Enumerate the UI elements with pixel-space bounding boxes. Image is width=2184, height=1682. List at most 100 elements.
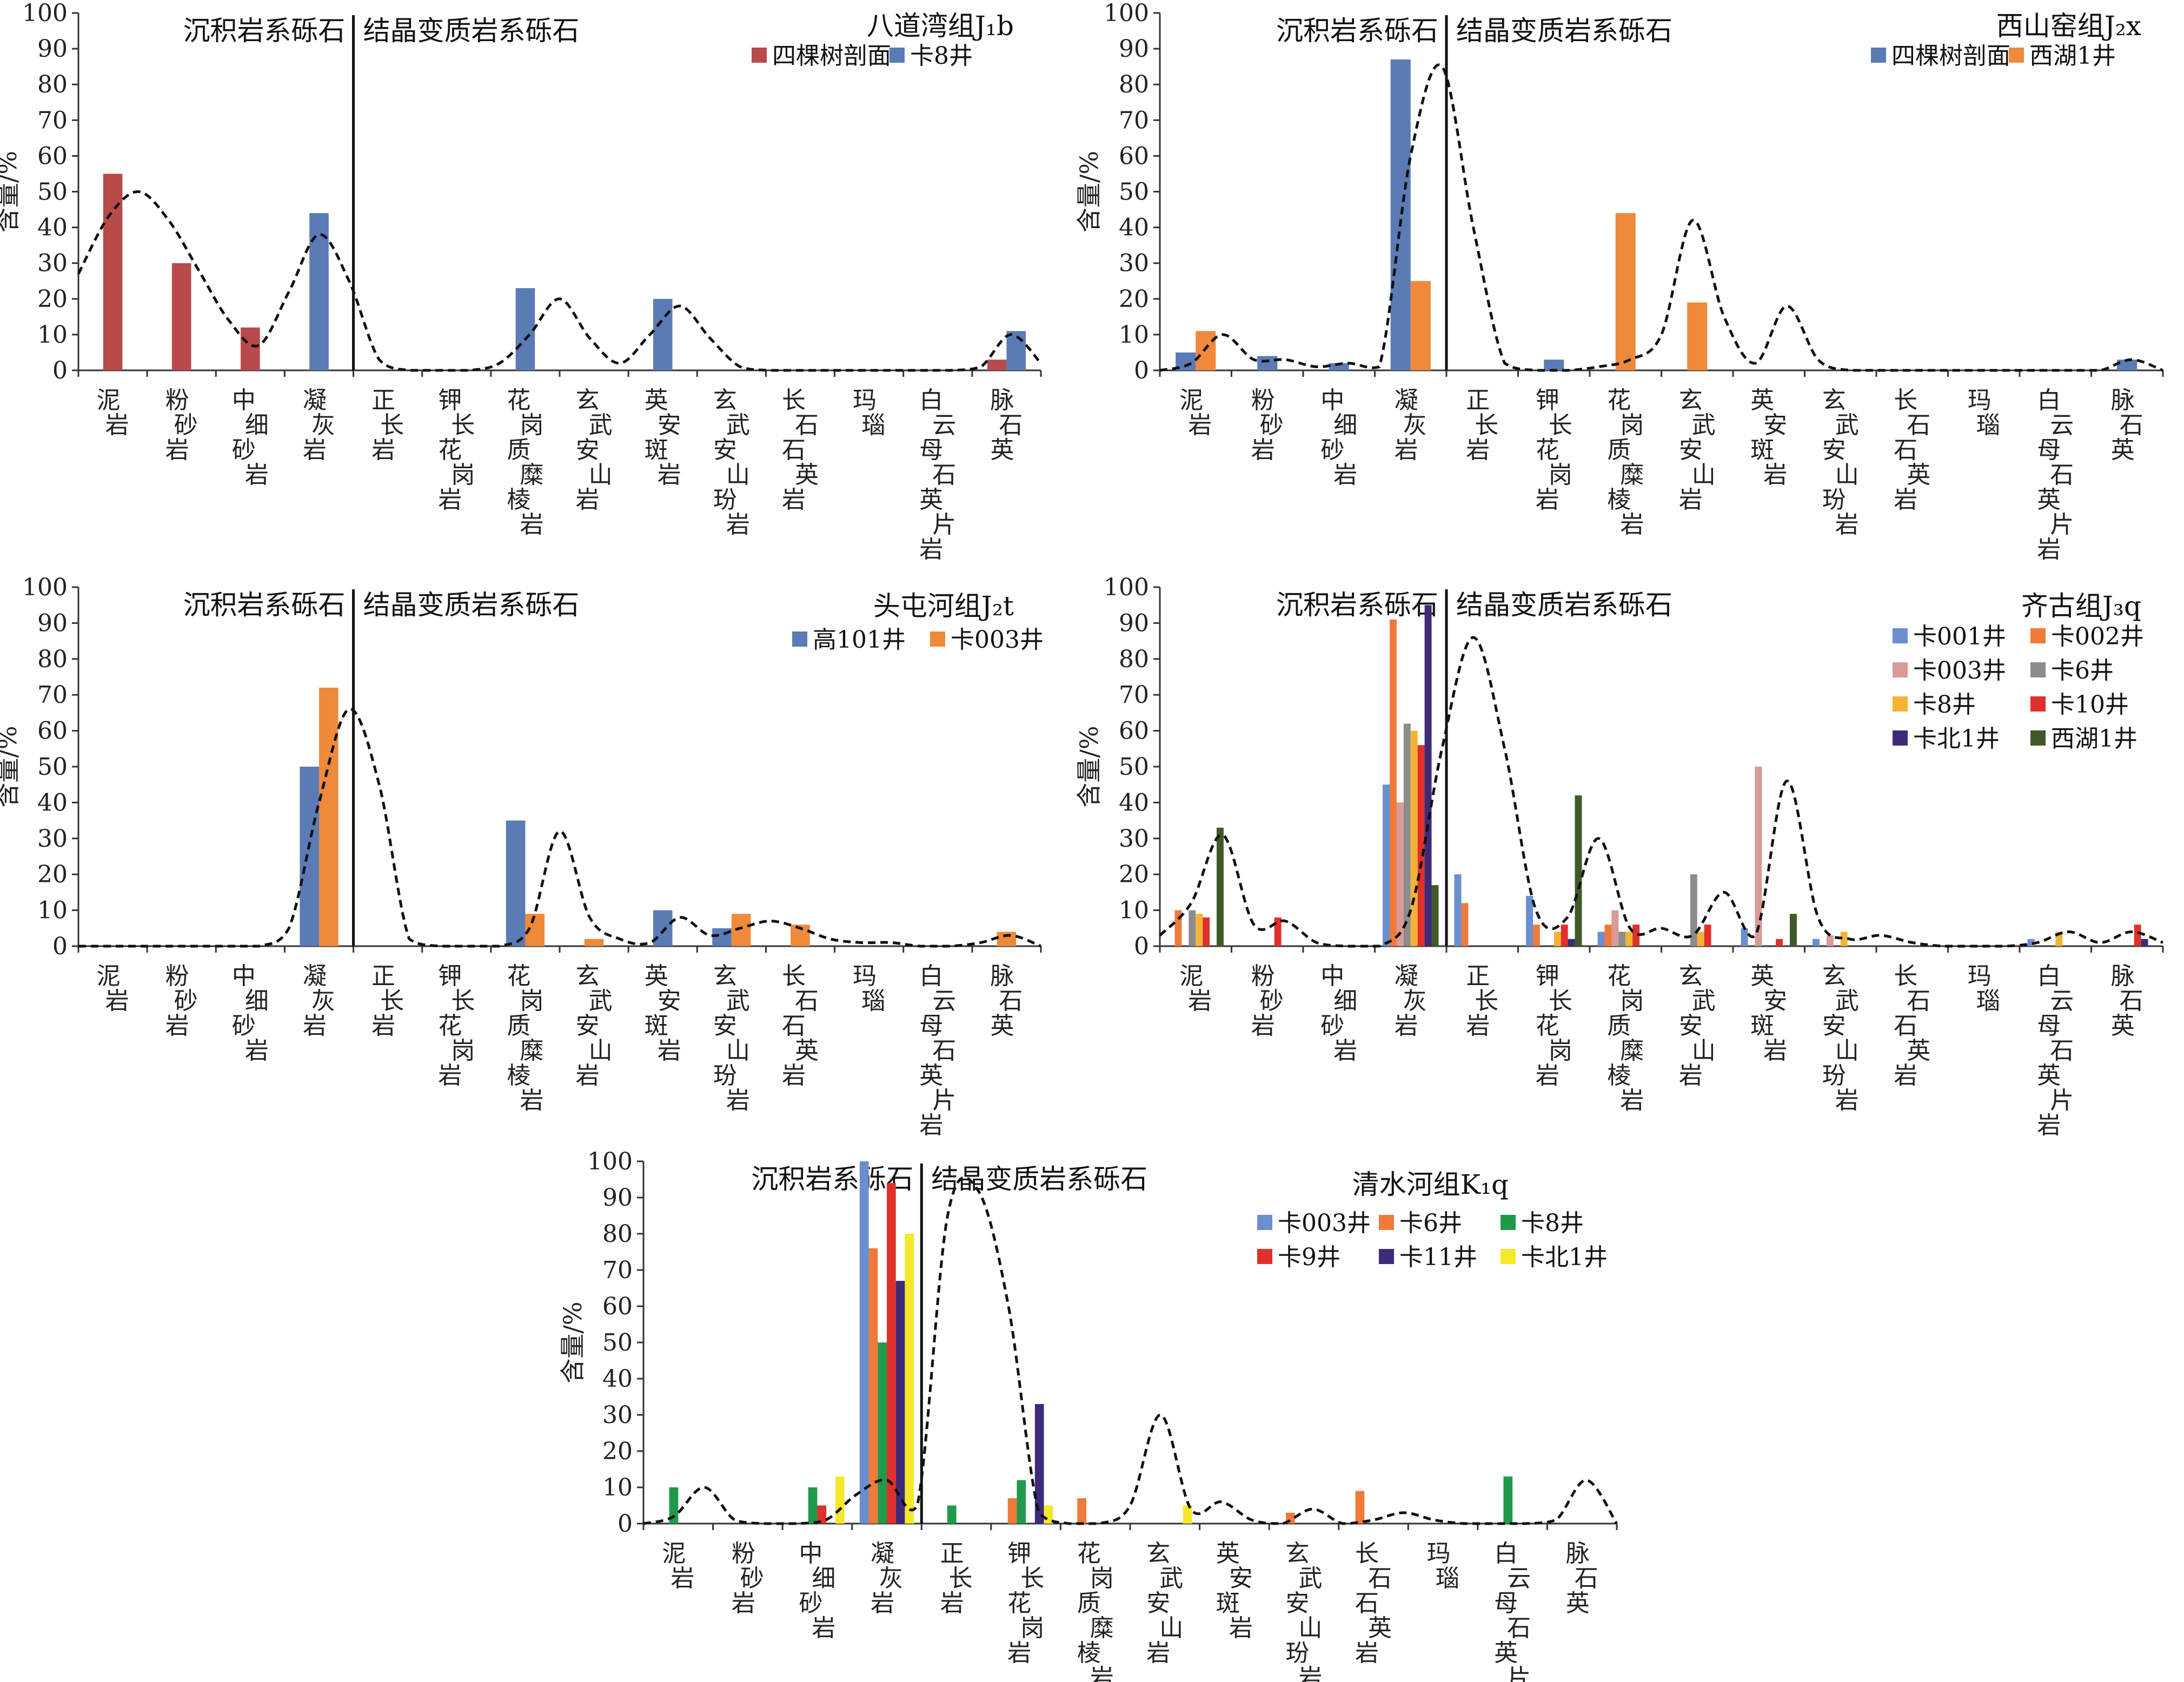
x-category-char: 细 xyxy=(1333,987,1357,1015)
trend-curve xyxy=(1159,63,2163,372)
x-category-char: 岩 xyxy=(1333,1037,1357,1065)
x-category-char: 岗 xyxy=(520,987,543,1015)
x-category-char: 岩 xyxy=(1679,486,1703,514)
x-category-char: 岩 xyxy=(2037,1112,2061,1139)
bar-badaowan-s1-c6 xyxy=(515,288,535,370)
x-category-char: 英 xyxy=(645,962,668,990)
x-category-char: 岩 xyxy=(303,1012,327,1040)
bar-qigu-s6-c5 xyxy=(1568,939,1575,946)
y-tick-label: 50 xyxy=(1119,178,1149,206)
trend-curve xyxy=(643,1176,1618,1525)
x-category-char: 片 xyxy=(932,1087,956,1114)
y-tick-label: 0 xyxy=(1134,933,1149,960)
y-tick-label: 100 xyxy=(1104,574,1149,601)
x-category-char: 砂 xyxy=(174,411,198,439)
legend-swatch xyxy=(1257,1215,1272,1230)
x-category-char: 玢 xyxy=(1285,1639,1309,1667)
x-category-label: 钾长花岗岩钾长花岗岩 xyxy=(438,387,475,514)
y-tick-label: 80 xyxy=(37,71,68,98)
x-category-char: 岩 xyxy=(671,1565,694,1592)
x-category-char: 岩 xyxy=(245,461,269,489)
x-category-label: 钾长花岗岩钾长花岗岩 xyxy=(1007,1540,1044,1667)
x-category-char: 武 xyxy=(589,411,613,439)
x-category-char: 玛 xyxy=(1968,387,1992,414)
x-category-label: 粉砂岩粉砂岩 xyxy=(165,387,198,464)
x-category-char: 粉 xyxy=(165,962,189,990)
x-category-char: 质 xyxy=(507,1012,530,1040)
bar-qingshuihe-s5-c7 xyxy=(1183,1505,1192,1524)
x-category-char: 粉 xyxy=(1251,387,1275,414)
x-category-char: 糜 xyxy=(1090,1614,1114,1642)
x-category-char: 武 xyxy=(1692,411,1716,439)
y-tick-label: 70 xyxy=(1119,107,1149,134)
x-category-char: 岩 xyxy=(371,436,395,464)
legend-label: 卡6井 xyxy=(2051,657,2114,684)
x-category-label: 白云母石英片岩白云母石英片岩 xyxy=(919,387,956,563)
y-tick-label: 0 xyxy=(1134,357,1149,384)
bar-qigu-s0-c9 xyxy=(1813,939,1820,946)
x-category-char: 岩 xyxy=(438,486,462,514)
x-category-label: 长石石英岩长石石英岩 xyxy=(782,387,819,514)
x-category-char: 岩 xyxy=(782,1062,806,1089)
bar-qigu-s1-c4 xyxy=(1461,903,1469,946)
legend-label: 卡003井 xyxy=(951,626,1044,654)
legend-swatch xyxy=(1893,628,1908,643)
y-tick-label: 90 xyxy=(37,35,68,63)
x-category-label: 长石石英岩长石石英岩 xyxy=(1355,1540,1392,1667)
x-category-char: 瑙 xyxy=(1976,411,2000,439)
x-category-label: 正长岩正长岩 xyxy=(371,962,404,1040)
chart-panel-toutunhe: 0 10 20 30 40 50 60 70 80 90 100 含量/% 沉积岩系砾石 结晶变质岩系砾石… xyxy=(0,574,1044,1139)
y-tick-label: 50 xyxy=(602,1329,633,1357)
x-category-char: 山 xyxy=(1835,461,1859,489)
x-category-char: 细 xyxy=(1333,411,1357,439)
x-category-char: 钾 xyxy=(1536,387,1559,414)
x-category-char: 玄 xyxy=(1679,387,1703,414)
x-category-label: 中细砂岩中细砂岩 xyxy=(799,1540,835,1642)
x-category-char: 岩 xyxy=(1536,486,1559,514)
legend-swatch xyxy=(792,631,807,647)
x-category-char: 岩 xyxy=(919,1112,943,1139)
chart-title: 西山窑组J₂x xyxy=(1996,10,2141,42)
legend-swatch xyxy=(1501,1249,1516,1264)
x-category-label: 脉石英脉石英 xyxy=(2111,962,2143,1040)
x-category-char: 凝 xyxy=(303,387,327,414)
x-category-char: 片 xyxy=(932,511,956,538)
x-category-label: 英安斑岩英安斑岩 xyxy=(645,962,681,1065)
x-category-char: 钾 xyxy=(1007,1540,1031,1567)
x-category-char: 灰 xyxy=(311,411,335,439)
y-tick-label: 20 xyxy=(1119,861,1149,888)
x-category-char: 糜 xyxy=(1620,461,1644,489)
x-category-char: 长 xyxy=(1475,987,1498,1015)
x-category-char: 长 xyxy=(1549,411,1572,439)
x-category-char: 安 xyxy=(1763,987,1787,1015)
region-label-sedimentary: 沉积岩系砾石 xyxy=(183,589,346,621)
legend-swatch xyxy=(1893,730,1908,746)
x-category-label: 脉石英脉石英 xyxy=(1566,1540,1598,1617)
x-category-char: 长 xyxy=(1475,411,1498,439)
x-category-char: 花 xyxy=(1607,387,1631,414)
x-category-char: 脉 xyxy=(990,387,1014,414)
x-category-char: 安 xyxy=(1285,1590,1309,1617)
x-category-char: 岗 xyxy=(1620,987,1644,1015)
bar-badaowan-s0-c13 xyxy=(987,360,1007,370)
region-label-sedimentary: 沉积岩系砾石 xyxy=(183,15,346,46)
x-category-char: 玢 xyxy=(713,486,737,514)
x-category-char: 英 xyxy=(990,436,1014,464)
x-category-char: 质 xyxy=(1077,1590,1101,1617)
x-category-char: 玢 xyxy=(1822,486,1846,514)
x-category-char: 岩 xyxy=(812,1614,835,1642)
x-category-label: 泥岩泥岩 xyxy=(97,387,129,439)
x-category-label: 英安斑岩英安斑岩 xyxy=(1750,962,1787,1065)
x-category-char: 岩 xyxy=(940,1590,964,1617)
trend-curve xyxy=(1159,636,2163,948)
x-category-char: 砂 xyxy=(174,987,198,1015)
x-category-label: 长石石英岩长石石英岩 xyxy=(782,962,819,1089)
x-category-char: 玢 xyxy=(1822,1062,1846,1089)
x-category-char: 砂 xyxy=(1320,436,1344,464)
x-category-label: 花岗质糜棱岩花岗质糜棱岩 xyxy=(507,962,543,1114)
x-category-label: 脉石英脉石英 xyxy=(2111,387,2143,464)
x-category-label: 长石石英岩长石石英岩 xyxy=(1894,962,1930,1089)
x-category-char: 安 xyxy=(1822,436,1846,464)
